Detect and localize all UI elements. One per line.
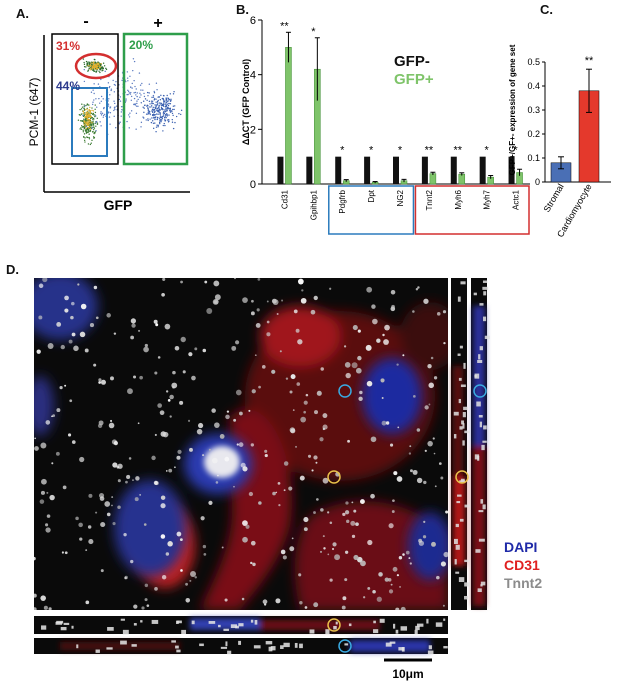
legend-tnnt2: Tnnt2 (504, 575, 542, 591)
chart-c-y-tick-label: 0.4 (527, 81, 540, 91)
bar-gfp-negpos-myh6 (458, 173, 466, 185)
group-box-red (414, 185, 530, 235)
significance-tnnt2: ** (425, 145, 434, 157)
chart-c: 0 0.1 0.2 0.3 0.4 0.5 GFP+/GF+- expression of … (508, 44, 611, 239)
gate-green-pct: 20% (129, 38, 153, 52)
tnnt2-puncta (34, 278, 448, 610)
chart-c-y-axis-label: GFP+/GF+- expression of gene set (508, 44, 517, 175)
category-label-actc1: Actc1 (512, 189, 521, 210)
significance-myh6: ** (453, 145, 462, 157)
significance-myh7: * (485, 145, 490, 157)
bar-gfp-neg-tnnt2 (421, 156, 428, 184)
legend-gfp-negative: GFP- (394, 53, 430, 70)
marker-circle-yellow-bottom (327, 618, 341, 632)
microscopy-image: DAPI CD31 Tnnt2 10μm (34, 278, 542, 681)
bar-gfp-neg-gpihbp1 (306, 156, 313, 184)
significance-gpihbp1: * (311, 26, 316, 38)
flow-y-axis-label: PCM-1 (647) (27, 78, 41, 147)
chart-b-y-axis-label: ΔΔCT (GFP Control) (241, 59, 251, 145)
bar-gfp-neg-cd31 (277, 156, 284, 184)
panel-label-c: C. (540, 2, 553, 17)
bar-gfp-negpos-cd31 (285, 47, 292, 185)
category-label-dpt: Dpt (367, 189, 376, 202)
chart-b-y-tick-label: 0 (250, 179, 256, 191)
category-label-gpihbp1: Gpihbp1 (309, 189, 318, 220)
significance-cardiomyocyte: ** (585, 55, 594, 67)
gate-blue-pct: 44% (56, 79, 80, 93)
significance-ng2: * (398, 145, 403, 157)
category-label-ng2: NG2 (396, 189, 405, 206)
significance-dpt: * (369, 145, 374, 157)
marker-circle-yellow (327, 470, 341, 484)
marker-circle-blue-side (473, 384, 487, 398)
group-box-blue (328, 185, 415, 235)
panel-label-a: A. (16, 6, 29, 21)
scale-bar-label: 10μm (392, 667, 423, 681)
significance-pdgfrb: * (340, 145, 345, 157)
chart-b-y-tick-label: 4 (250, 70, 256, 82)
panel-label-b: B. (236, 2, 249, 17)
bar-gfp-neg-pdgfrb (335, 156, 342, 184)
significance-cd31: ** (280, 20, 289, 32)
gate-blue (71, 87, 108, 157)
bar-gfp-negpos-tnnt2 (429, 173, 437, 185)
category-label-myh6: Myh6 (454, 189, 463, 209)
legend-cd31: CD31 (504, 557, 540, 573)
gate-red (74, 52, 118, 80)
chart-b-y-tick-label: 2 (250, 124, 256, 136)
gate-plus-label: + (153, 15, 162, 32)
chart-c-y-tick-label: 0.3 (527, 105, 540, 115)
significance-actc1: * (513, 145, 518, 157)
flow-cytometry-plot: - + 31% 20% 44% PCM-1 (647) GFP (27, 13, 190, 213)
marker-circle-blue (338, 384, 352, 398)
chart-c-y-tick-label: 0.1 (527, 153, 540, 163)
bar-gfp-neg-myh7 (479, 156, 486, 184)
bottom-strip-puncta (41, 618, 448, 655)
marker-circle-yellow-side (455, 470, 469, 484)
panel-label-d: D. (6, 262, 19, 277)
bar-gfp-neg-dpt (364, 156, 371, 184)
category-label-myh7: Myh7 (483, 189, 492, 209)
bar-gfp-neg-ng2 (393, 156, 399, 184)
scatter-dots (76, 58, 183, 146)
chart-c-y-tick-label: 0 (535, 177, 540, 187)
category-label-cd31: Cd31 (280, 189, 289, 209)
marker-circle-blue-bottom (338, 639, 352, 653)
side-strip-puncta (453, 280, 490, 600)
gate-gfp-positive (122, 32, 189, 166)
chart-c-y-tick-label: 0.5 (527, 57, 540, 67)
category-label-pdgfrb: Pdgfrb (338, 189, 347, 213)
bar-gfp-neg-myh6 (450, 156, 457, 184)
main-image (34, 278, 448, 610)
legend-gfp-positive: GFP+ (394, 71, 434, 88)
gate-gfp-negative (51, 33, 119, 165)
bar-gfp-neg-actc1 (508, 156, 515, 184)
category-label-tnnt2: Tnnt2 (425, 189, 434, 210)
flow-x-axis-label: GFP (104, 197, 133, 213)
legend-dapi: DAPI (504, 539, 537, 555)
chart-c-y-tick-label: 0.2 (527, 129, 540, 139)
category-label-stromal: Stromal (542, 182, 566, 214)
gate-red-pct: 31% (56, 39, 80, 53)
chart-b-y-tick-label: 6 (250, 15, 256, 27)
gate-minus-label: - (83, 13, 88, 30)
